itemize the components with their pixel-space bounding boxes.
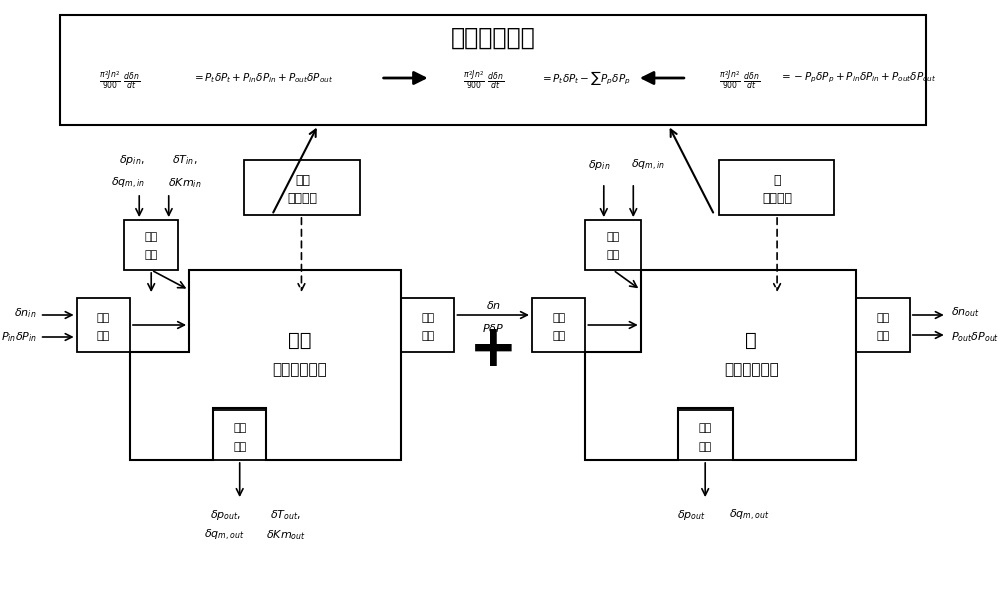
Text: $\delta p_{out}$: $\delta p_{out}$ xyxy=(677,508,706,522)
Text: 机械: 机械 xyxy=(876,313,890,323)
Text: $\delta q_{m,in}$: $\delta q_{m,in}$ xyxy=(631,157,665,172)
Text: $\delta Km_{in}$: $\delta Km_{in}$ xyxy=(168,176,201,190)
Bar xyxy=(77,298,130,352)
Text: 流体: 流体 xyxy=(606,232,620,242)
Text: $\delta T_{out},$: $\delta T_{out},$ xyxy=(270,508,301,522)
Text: 出口: 出口 xyxy=(699,442,712,452)
Text: 机械: 机械 xyxy=(421,313,434,323)
Text: $\frac{\pi^2 Jn^2}{900}\ \frac{d\delta n}{dt}$: $\frac{\pi^2 Jn^2}{900}\ \frac{d\delta n… xyxy=(719,69,761,91)
Text: 泵: 泵 xyxy=(745,330,757,349)
Text: 控制方程模块: 控制方程模块 xyxy=(272,362,327,378)
Text: $P_{in}\delta P_{in}$: $P_{in}\delta P_{in}$ xyxy=(1,330,37,344)
Text: 功率方程: 功率方程 xyxy=(287,192,317,206)
Text: 功率方程: 功率方程 xyxy=(762,192,792,206)
Text: 入口: 入口 xyxy=(145,250,158,260)
Text: $\delta n$: $\delta n$ xyxy=(486,299,501,311)
Text: 流体: 流体 xyxy=(145,232,158,242)
Text: $\delta q_{m,out}$: $\delta q_{m,out}$ xyxy=(204,527,244,542)
Text: $\delta n_{in}$: $\delta n_{in}$ xyxy=(14,306,37,320)
Text: $P\delta P$: $P\delta P$ xyxy=(482,322,504,334)
Text: $\frac{\pi^2 Jn^2}{900}\ \frac{d\delta n}{dt}$: $\frac{\pi^2 Jn^2}{900}\ \frac{d\delta n… xyxy=(99,69,141,91)
Text: 流体: 流体 xyxy=(699,423,712,433)
Text: 入口: 入口 xyxy=(97,331,110,341)
Text: $= P_t\delta P_t + P_{in}\delta P_{in} + P_{out}\delta P_{out}$: $= P_t\delta P_t + P_{in}\delta P_{in} +… xyxy=(192,71,333,85)
Polygon shape xyxy=(585,270,856,460)
Bar xyxy=(585,220,641,270)
Text: 流体: 流体 xyxy=(233,423,246,433)
Text: 出口: 出口 xyxy=(421,331,434,341)
Bar xyxy=(401,298,454,352)
Text: 机械: 机械 xyxy=(552,313,565,323)
Bar xyxy=(678,410,733,460)
Text: $\delta p_{in}$: $\delta p_{in}$ xyxy=(588,158,610,172)
Text: $\delta q_{m,in}$: $\delta q_{m,in}$ xyxy=(111,175,145,191)
Polygon shape xyxy=(130,270,401,460)
Text: 入口: 入口 xyxy=(606,250,620,260)
Text: $= P_t\delta P_t - \sum P_p\delta P_p$: $= P_t\delta P_t - \sum P_p\delta P_p$ xyxy=(540,69,631,87)
Bar xyxy=(124,220,178,270)
Text: 湡轮: 湡轮 xyxy=(295,175,310,188)
Bar xyxy=(532,298,585,352)
Text: 出口: 出口 xyxy=(233,442,246,452)
Text: 机械: 机械 xyxy=(97,313,110,323)
Text: $= -P_p\delta P_p + P_{in}\delta P_{in} + P_{out}\delta P_{out}$: $= -P_p\delta P_p + P_{in}\delta P_{in} … xyxy=(779,71,936,85)
Text: 湡轮: 湡轮 xyxy=(288,330,311,349)
Bar xyxy=(856,298,910,352)
Bar xyxy=(244,160,360,215)
Text: $\delta p_{out},$: $\delta p_{out},$ xyxy=(210,508,242,522)
Bar xyxy=(60,15,926,125)
Text: 泵: 泵 xyxy=(773,175,781,188)
Bar xyxy=(719,160,834,215)
Text: $P_{out}\delta P_{out}$: $P_{out}\delta P_{out}$ xyxy=(951,330,1000,344)
Text: $\delta q_{m,out}$: $\delta q_{m,out}$ xyxy=(729,507,770,523)
Text: $\delta p_{in},$: $\delta p_{in},$ xyxy=(119,153,145,167)
Text: 功率平衡方程: 功率平衡方程 xyxy=(451,26,536,50)
Text: 出口: 出口 xyxy=(876,331,890,341)
Text: $\frac{\pi^2 Jn^2}{900}\ \frac{d\delta n}{dt}$: $\frac{\pi^2 Jn^2}{900}\ \frac{d\delta n… xyxy=(463,69,505,91)
Text: 控制方程模块: 控制方程模块 xyxy=(724,362,779,378)
Bar xyxy=(213,410,266,460)
Text: $\delta n_{out}$: $\delta n_{out}$ xyxy=(951,305,980,319)
Text: 入口: 入口 xyxy=(552,331,565,341)
Text: $\delta T_{in},$: $\delta T_{in},$ xyxy=(172,153,197,167)
Text: +: + xyxy=(469,321,518,378)
Text: $\delta Km_{out}$: $\delta Km_{out}$ xyxy=(266,528,306,542)
